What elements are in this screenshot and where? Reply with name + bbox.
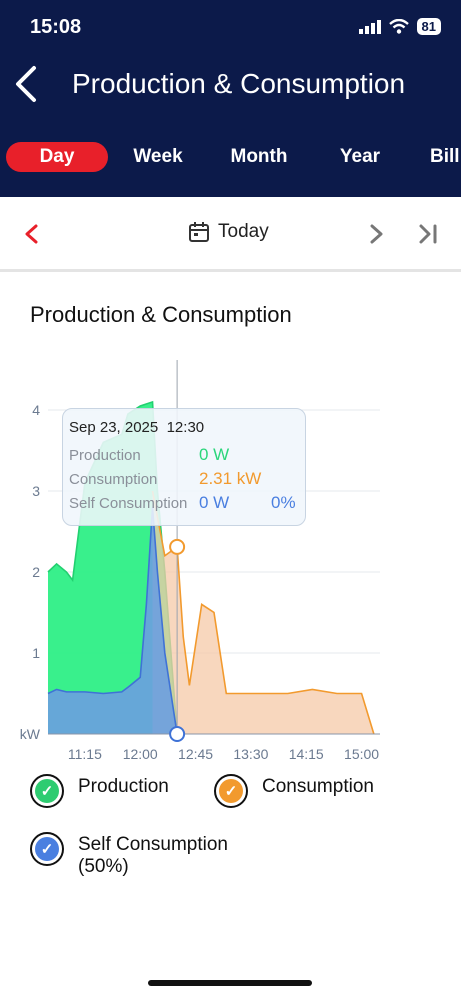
home-indicator — [148, 980, 312, 986]
series-area-self-consumption — [48, 507, 178, 734]
tooltip-production-value: 0 W — [199, 445, 230, 464]
x-tick-label: 11:15 — [68, 746, 102, 762]
status-time: 15:08 — [30, 16, 82, 38]
tooltip-consumption-label: Consumption — [69, 471, 158, 488]
legend-self-consumption-text: Self Consumption (50%) — [78, 834, 228, 878]
tab-bill[interactable]: Bill — [430, 146, 460, 167]
tab-month[interactable]: Month — [230, 146, 288, 167]
y-tick-label: 3 — [32, 483, 40, 499]
signal-icon — [358, 19, 381, 34]
app-header: 15:08 81 Production & Consumption Day We… — [0, 0, 461, 197]
calendar-icon — [189, 222, 209, 242]
tooltip-date: Sep 23, 2025 — [69, 419, 159, 436]
x-tick-label: 12:45 — [178, 746, 213, 762]
date-label[interactable]: Today — [188, 221, 269, 243]
series-area-consumption — [152, 491, 374, 734]
legend-self-consumption[interactable]: ✓ Self Consumption (50%) — [30, 832, 228, 878]
status-icons: 81 — [358, 18, 441, 35]
tooltip-datetime: Sep 23, 2025 12:30 — [69, 419, 204, 436]
x-tick-label: 12:00 — [123, 746, 158, 762]
series-line-self-consumption — [47, 507, 178, 735]
checkbox-icon: ✓ — [30, 774, 64, 808]
y-tick-label: 2 — [32, 564, 40, 580]
x-tick-label: 13:30 — [233, 746, 268, 762]
jump-to-latest-button[interactable] — [416, 223, 440, 245]
page-title: Production & Consumption — [72, 68, 406, 99]
chart-title: Production & Consumption — [30, 302, 292, 327]
tab-year[interactable]: Year — [339, 146, 381, 167]
chart-tooltip: Sep 23, 2025 12:30 Production 0 W Consum… — [62, 408, 306, 526]
tooltip-self-value: 0 W — [199, 493, 230, 512]
legend-self-consumption-label: Self Consumption — [78, 834, 228, 855]
date-text: Today — [218, 221, 269, 242]
date-navigator: Today — [0, 197, 461, 272]
checkbox-icon: ✓ — [30, 832, 64, 866]
previous-day-button[interactable] — [22, 223, 42, 245]
legend-consumption[interactable]: ✓ Consumption — [214, 774, 374, 808]
y-tick-label: 1 — [32, 645, 40, 661]
period-tabs: Day Week Month Year Bill — [0, 142, 461, 174]
checkbox-icon: ✓ — [214, 774, 248, 808]
legend-production[interactable]: ✓ Production — [30, 774, 169, 808]
tab-week[interactable]: Week — [133, 146, 183, 167]
wifi-icon — [388, 19, 409, 34]
tab-day[interactable]: Day — [6, 142, 108, 172]
consumption-marker — [169, 538, 186, 555]
y-tick-label: 4 — [32, 402, 40, 418]
legend-self-consumption-percent: (50%) — [78, 856, 129, 877]
next-day-button[interactable] — [366, 223, 386, 245]
legend-consumption-label: Consumption — [262, 776, 374, 797]
x-tick-label: 15:00 — [344, 746, 379, 762]
tooltip-production-label: Production — [69, 447, 141, 464]
chevron-left-icon — [16, 66, 36, 102]
x-tick-label: 14:15 — [289, 746, 324, 762]
battery-icon: 81 — [416, 18, 441, 35]
self-consumption-marker — [169, 726, 186, 742]
tooltip-time: 12:30 — [166, 419, 205, 436]
back-button[interactable] — [12, 62, 48, 106]
y-unit-label: kW — [20, 726, 41, 742]
tooltip-consumption-value: 2.31 kW — [199, 469, 262, 488]
tooltip-self-percent: 0% — [271, 493, 296, 512]
legend-production-label: Production — [78, 776, 169, 797]
tooltip-self-label: Self Consumption — [69, 495, 188, 512]
